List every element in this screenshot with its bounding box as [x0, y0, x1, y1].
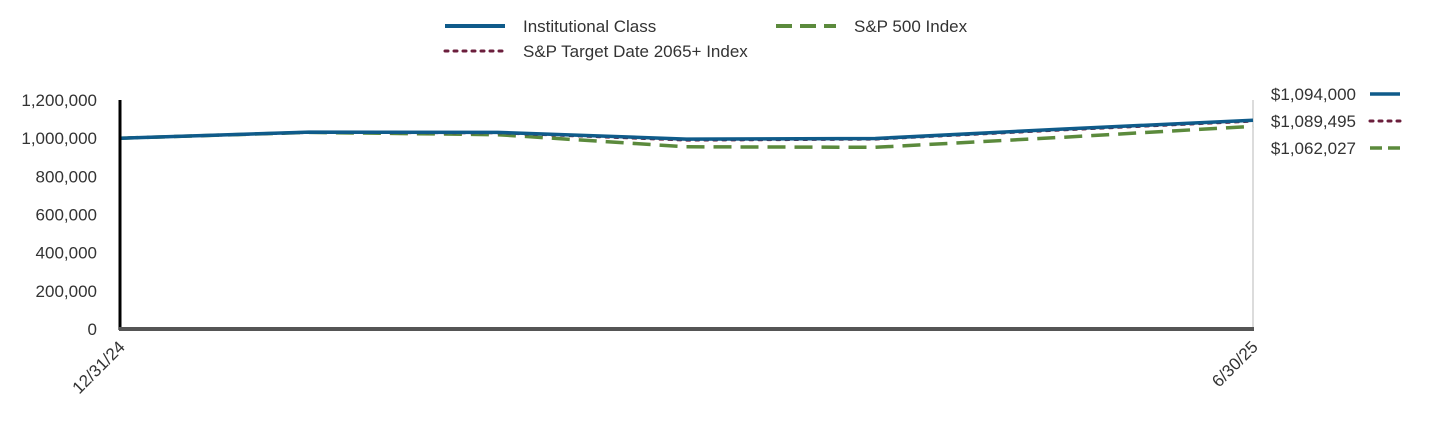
legend-label-0: Institutional Class — [523, 17, 656, 36]
y-tick-label: 0 — [88, 320, 97, 339]
series-line-0 — [119, 118, 1254, 141]
series-line-1 — [118, 119, 1255, 142]
y-tick-label: 1,000,000 — [21, 129, 97, 148]
y-tick-label: 200,000 — [36, 282, 97, 301]
end-value-label-0: $1,094,000 — [1271, 85, 1356, 104]
x-tick-label: 6/30/25 — [1208, 337, 1262, 391]
x-tick-label: 12/31/24 — [69, 337, 129, 397]
y-tick-label: 400,000 — [36, 244, 97, 263]
legend-label-2: S&P 500 Index — [854, 17, 968, 36]
legend-label-1: S&P Target Date 2065+ Index — [523, 42, 748, 61]
y-tick-label: 800,000 — [36, 167, 97, 186]
y-tick-label: 1,200,000 — [21, 91, 97, 110]
y-tick-label: 600,000 — [36, 206, 97, 225]
end-value-label-1: $1,089,495 — [1271, 112, 1356, 131]
end-value-label-2: $1,062,027 — [1271, 139, 1356, 158]
